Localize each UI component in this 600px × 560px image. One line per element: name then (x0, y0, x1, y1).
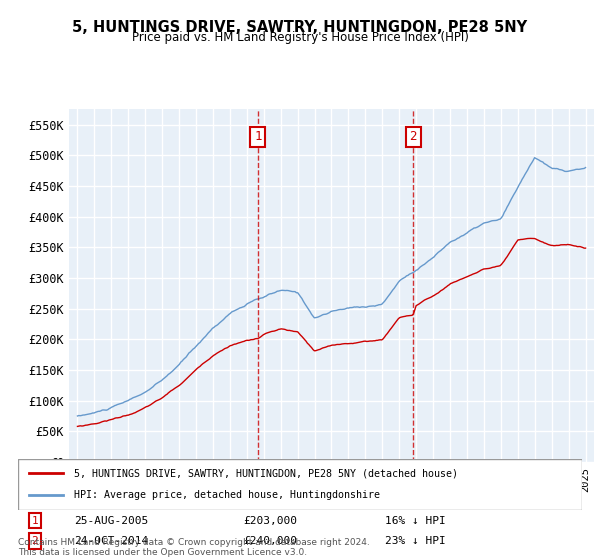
Text: 25-AUG-2005: 25-AUG-2005 (74, 516, 149, 526)
Text: £203,000: £203,000 (244, 516, 298, 526)
Text: 2: 2 (32, 536, 38, 546)
Text: 24-OCT-2014: 24-OCT-2014 (74, 536, 149, 546)
Text: 23% ↓ HPI: 23% ↓ HPI (385, 536, 445, 546)
Text: £240,000: £240,000 (244, 536, 298, 546)
Text: 5, HUNTINGS DRIVE, SAWTRY, HUNTINGDON, PE28 5NY: 5, HUNTINGS DRIVE, SAWTRY, HUNTINGDON, P… (73, 20, 527, 35)
Text: Contains HM Land Registry data © Crown copyright and database right 2024.
This d: Contains HM Land Registry data © Crown c… (18, 538, 370, 557)
Text: 2: 2 (409, 130, 417, 143)
FancyBboxPatch shape (18, 459, 582, 510)
Text: Price paid vs. HM Land Registry's House Price Index (HPI): Price paid vs. HM Land Registry's House … (131, 31, 469, 44)
Text: 5, HUNTINGS DRIVE, SAWTRY, HUNTINGDON, PE28 5NY (detached house): 5, HUNTINGS DRIVE, SAWTRY, HUNTINGDON, P… (74, 468, 458, 478)
Text: 16% ↓ HPI: 16% ↓ HPI (385, 516, 445, 526)
Text: 1: 1 (32, 516, 38, 526)
Text: 1: 1 (254, 130, 262, 143)
Text: HPI: Average price, detached house, Huntingdonshire: HPI: Average price, detached house, Hunt… (74, 491, 380, 501)
